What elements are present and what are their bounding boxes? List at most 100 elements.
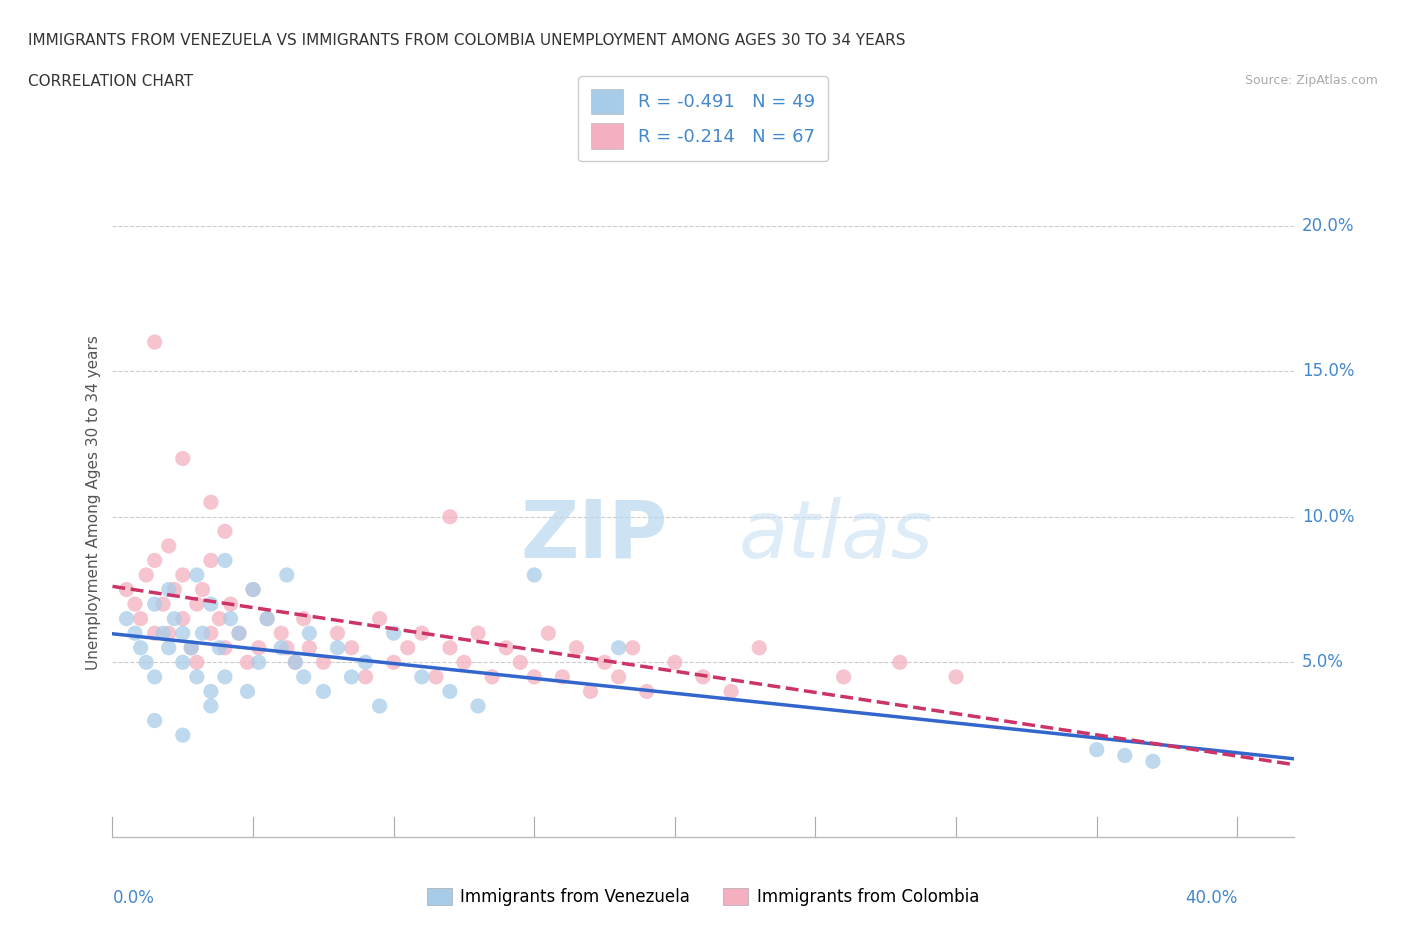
Point — [172, 626, 194, 641]
Text: atlas: atlas — [738, 497, 934, 575]
Point — [219, 597, 242, 612]
Point — [143, 597, 166, 612]
Point — [256, 611, 278, 626]
Y-axis label: Unemployment Among Ages 30 to 34 years: Unemployment Among Ages 30 to 34 years — [86, 335, 101, 670]
Point — [115, 611, 138, 626]
Point — [720, 684, 742, 698]
Point — [200, 684, 222, 698]
Point — [157, 582, 180, 597]
Point — [163, 611, 186, 626]
Point — [208, 611, 231, 626]
Point — [1142, 754, 1164, 769]
Point — [191, 582, 214, 597]
Text: 10.0%: 10.0% — [1302, 508, 1354, 525]
Text: 40.0%: 40.0% — [1185, 889, 1237, 908]
Point — [509, 655, 531, 670]
Point — [889, 655, 911, 670]
Point — [312, 684, 335, 698]
Point — [326, 626, 349, 641]
Point — [270, 641, 292, 656]
Point — [439, 510, 461, 525]
Text: 0.0%: 0.0% — [112, 889, 155, 908]
Point — [242, 582, 264, 597]
Point — [124, 597, 146, 612]
Point — [276, 641, 298, 656]
Point — [152, 597, 174, 612]
Point — [135, 567, 157, 582]
Point — [326, 641, 349, 656]
Point — [236, 655, 259, 670]
Point — [551, 670, 574, 684]
Text: 5.0%: 5.0% — [1302, 653, 1344, 671]
Point — [157, 538, 180, 553]
Point — [124, 626, 146, 641]
Point — [523, 567, 546, 582]
Point — [214, 641, 236, 656]
Point — [284, 655, 307, 670]
Point — [354, 670, 377, 684]
Point — [748, 641, 770, 656]
Point — [368, 698, 391, 713]
Legend: Immigrants from Venezuela, Immigrants from Colombia: Immigrants from Venezuela, Immigrants fr… — [420, 881, 986, 912]
Point — [172, 451, 194, 466]
Point — [340, 641, 363, 656]
Point — [186, 597, 208, 612]
Point — [143, 626, 166, 641]
Point — [115, 582, 138, 597]
Point — [312, 655, 335, 670]
Point — [200, 626, 222, 641]
Point — [152, 626, 174, 641]
Point — [200, 553, 222, 568]
Point — [200, 495, 222, 510]
Point — [467, 626, 489, 641]
Point — [172, 611, 194, 626]
Point — [636, 684, 658, 698]
Point — [157, 641, 180, 656]
Point — [692, 670, 714, 684]
Point — [298, 641, 321, 656]
Point — [219, 611, 242, 626]
Point — [298, 626, 321, 641]
Point — [129, 611, 152, 626]
Point — [186, 567, 208, 582]
Point — [256, 611, 278, 626]
Point — [186, 655, 208, 670]
Text: IMMIGRANTS FROM VENEZUELA VS IMMIGRANTS FROM COLOMBIA UNEMPLOYMENT AMONG AGES 30: IMMIGRANTS FROM VENEZUELA VS IMMIGRANTS … — [28, 33, 905, 47]
Point — [157, 626, 180, 641]
Point — [214, 553, 236, 568]
Point — [143, 553, 166, 568]
Point — [411, 626, 433, 641]
Point — [163, 582, 186, 597]
Text: CORRELATION CHART: CORRELATION CHART — [28, 74, 193, 89]
Point — [236, 684, 259, 698]
Point — [495, 641, 517, 656]
Point — [292, 611, 315, 626]
Point — [1114, 748, 1136, 763]
Point — [1085, 742, 1108, 757]
Point — [411, 670, 433, 684]
Point — [214, 524, 236, 538]
Text: ZIP: ZIP — [520, 497, 668, 575]
Text: 15.0%: 15.0% — [1302, 362, 1354, 380]
Point — [292, 670, 315, 684]
Point — [439, 684, 461, 698]
Point — [481, 670, 503, 684]
Point — [607, 670, 630, 684]
Point — [180, 641, 202, 656]
Point — [284, 655, 307, 670]
Legend: R = -0.491   N = 49, R = -0.214   N = 67: R = -0.491 N = 49, R = -0.214 N = 67 — [578, 76, 828, 162]
Point — [607, 641, 630, 656]
Point — [945, 670, 967, 684]
Point — [537, 626, 560, 641]
Point — [276, 567, 298, 582]
Point — [129, 641, 152, 656]
Point — [172, 727, 194, 742]
Point — [200, 597, 222, 612]
Point — [832, 670, 855, 684]
Point — [453, 655, 475, 670]
Point — [354, 655, 377, 670]
Point — [579, 684, 602, 698]
Point — [565, 641, 588, 656]
Point — [270, 626, 292, 641]
Point — [664, 655, 686, 670]
